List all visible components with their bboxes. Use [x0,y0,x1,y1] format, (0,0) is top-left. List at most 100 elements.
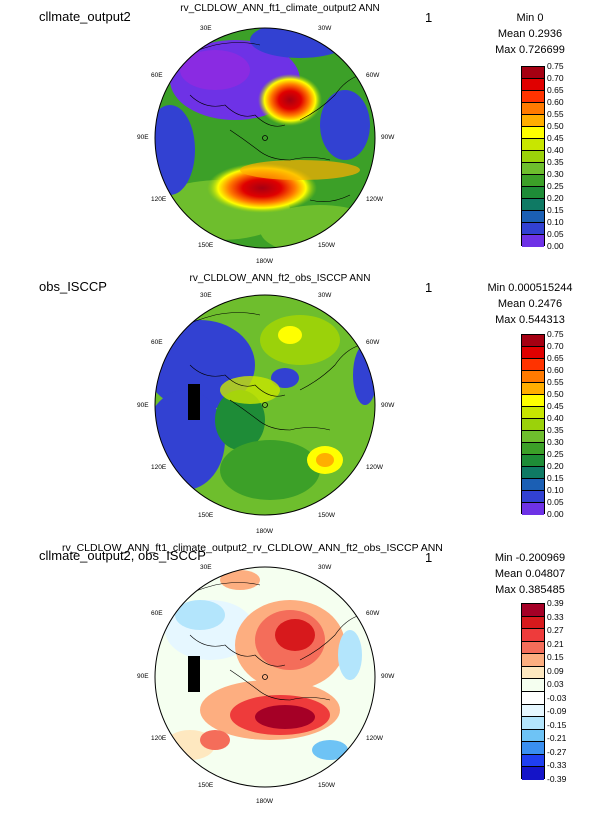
polar-map [154,294,376,516]
colorbar-tick-label: 0.03 [547,679,564,690]
lon-label: 180W [256,798,273,805]
colorbar-tick-label: 0.21 [547,638,564,649]
lon-label: 60E [151,72,163,79]
colorbar-tick-label: 0.05 [547,229,564,239]
colorbar-swatch [522,754,544,768]
stats: Min 0 Mean 0.2936 Max 0.726699 [470,10,590,58]
colorbar-swatch [522,139,544,151]
colorbar [521,603,545,780]
panel-title: rv_CLDLOW_ANN_ft1_climate_output2 ANN [180,3,380,14]
colorbar-swatch [522,79,544,91]
colorbar-tick-label: 0.60 [547,365,564,375]
colorbar-tick-label: 0.75 [547,61,564,71]
stat-max: Max 0.544313 [495,314,565,326]
colorbar-swatch [522,115,544,127]
colorbar-tick-label: 0.00 [547,509,564,519]
panel-name: cllmate_output2 [39,9,131,24]
lon-label: 120W [366,735,383,742]
colorbar-swatch [522,742,544,755]
lon-label: 30E [200,25,212,32]
colorbar-tick-label: 0.70 [547,73,564,83]
colorbar-swatch [522,604,544,617]
colorbar-tick-label: 0.40 [547,413,564,423]
colorbar-swatch [522,691,544,705]
colorbar-tick-label: 0.35 [547,425,564,435]
units-label: 1 [425,280,433,295]
stats: Min 0.000515244 Mean 0.2476 Max 0.544313 [470,280,590,328]
colorbar-tick-label: -0.09 [547,706,567,717]
lon-label: 150W [318,242,335,249]
stat-mean: Mean 0.2936 [497,28,563,40]
units-label: 1 [425,550,433,565]
units-label: 1 [425,10,433,25]
panel-title: rv_CLDLOW_ANN_ft1_climate_output2_rv_CLD… [62,542,443,554]
stat-min: Min 0 [516,12,544,24]
colorbar-tick-label: 0.55 [547,377,564,387]
colorbar-tick-label: 0.45 [547,401,564,411]
lon-label: 150E [198,242,214,249]
colorbar-swatch [522,163,544,175]
lon-label: 90W [381,402,395,409]
colorbar-swatch [522,479,544,491]
lon-label: 150E [198,512,214,519]
colorbar [521,66,545,247]
colorbar-tick-label: 0.15 [547,652,564,663]
lon-label: 180W [256,528,273,535]
stat-min: Min 0.000515244 [487,282,573,294]
colorbar-tick-label: 0.20 [547,461,564,471]
colorbar-swatch [522,175,544,187]
colorbar-tick-label: -0.33 [547,760,567,771]
panel-name: obs_ISCCP [39,279,107,294]
stat-max: Max 0.726699 [495,44,565,56]
colorbar-tick-label: 0.39 [547,598,564,608]
panel-difference: rv_CLDLOW_ANN_ft1_climate_output2_rv_CLD… [0,540,606,814]
lon-label: 120W [366,196,383,203]
colorbar-tick-label: 0.55 [547,109,564,119]
colorbar-swatch [522,383,544,395]
lon-label: 60W [366,339,380,346]
stat-min: Min -0.200969 [494,552,566,564]
lon-label: 90W [381,673,395,680]
colorbar-tick-label: 0.35 [547,157,564,167]
colorbar-swatch [522,407,544,419]
colorbar-tick-label: 0.45 [547,133,564,143]
colorbar-tick-label: 0.65 [547,85,564,95]
colorbar-swatch [522,431,544,443]
colorbar-tick-label: 0.33 [547,611,564,622]
lon-label: 120E [151,464,167,471]
colorbar-swatch [522,767,544,780]
stat-max: Max 0.385485 [495,584,565,596]
colorbar [521,334,545,515]
colorbar-swatch [522,629,544,642]
colorbar-tick-label: 0.50 [547,389,564,399]
polar-map [154,566,376,788]
lon-label: 30W [318,564,332,571]
panel-model: cllmate_output2 rv_CLDLOW_ANN_ft1_climat… [0,0,606,270]
colorbar-tick-label: 0.30 [547,169,564,179]
lon-label: 120W [366,464,383,471]
lon-label: 150W [318,512,335,519]
colorbar-swatch [522,616,544,630]
stat-mean: Mean 0.04807 [494,568,566,580]
colorbar-tick-label: 0.10 [547,485,564,495]
lon-label: 120E [151,735,167,742]
colorbar-swatch [522,151,544,163]
lon-label: 150W [318,782,335,789]
colorbar-swatch [522,395,544,407]
colorbar-tick-label: 0.75 [547,329,564,339]
colorbar-tick-label: 0.00 [547,241,564,251]
colorbar-swatch [522,211,544,223]
colorbar-swatch [522,491,544,503]
lon-label: 120E [151,196,167,203]
stat-mean: Mean 0.2476 [497,298,563,310]
colorbar-tick-label: -0.27 [547,746,567,757]
colorbar-tick-label: 0.25 [547,181,564,191]
colorbar-swatch [522,67,544,79]
lon-label: 30W [318,292,332,299]
colorbar-tick-label: 0.10 [547,217,564,227]
colorbar-tick-label: -0.03 [547,692,567,703]
colorbar-tick-label: 0.40 [547,145,564,155]
stats: Min -0.200969 Mean 0.04807 Max 0.385485 [470,550,590,598]
colorbar-tick-label: 0.60 [547,97,564,107]
colorbar-tick-label: 0.27 [547,625,564,636]
